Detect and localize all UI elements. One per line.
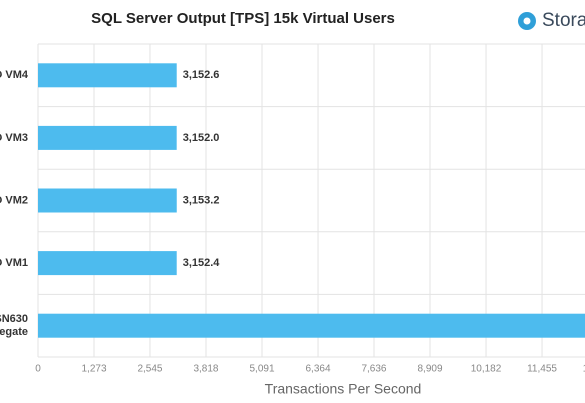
chart-title: SQL Server Output [TPS] 15k Virtual User…: [91, 10, 395, 27]
value-label: 3,152.4: [183, 257, 221, 269]
x-tick-label: 0: [35, 364, 41, 375]
y-tick-label: D VM4: [0, 69, 29, 81]
x-tick-label: 6,364: [306, 364, 331, 375]
x-tick-label: 2,545: [137, 364, 162, 375]
bar: [38, 125, 177, 150]
bar: [38, 188, 177, 213]
logo-icon-dot: [523, 17, 531, 25]
y-tick-label: SN630egate: [0, 313, 28, 338]
x-tick-label: 10,182: [471, 364, 502, 375]
y-tick-label-line: egate: [0, 326, 28, 338]
x-tick-label: 3,818: [193, 364, 218, 375]
y-tick-label-line: SN630: [0, 313, 28, 325]
y-tick-label: D VM2: [0, 194, 28, 206]
bar: [38, 63, 177, 88]
x-tick-label: 11,455: [527, 364, 557, 375]
x-tick-label: 5,091: [249, 364, 274, 375]
x-tick-label: 12,727: [583, 364, 585, 375]
value-label: 3,152.0: [183, 132, 220, 144]
x-tick-label: 1,273: [81, 364, 106, 375]
logo-text: Stora: [542, 10, 585, 31]
value-label: 3,152.6: [183, 69, 220, 81]
x-axis-label: Transactions Per Second: [265, 381, 422, 397]
x-tick-label: 7,636: [361, 364, 386, 375]
value-label: 3,153.2: [183, 194, 220, 206]
bar: [38, 313, 585, 338]
bar: [38, 251, 177, 276]
y-tick-label: D VM1: [0, 257, 28, 269]
x-tick-label: 8,909: [417, 364, 442, 375]
y-tick-label: D VM3: [0, 132, 28, 144]
